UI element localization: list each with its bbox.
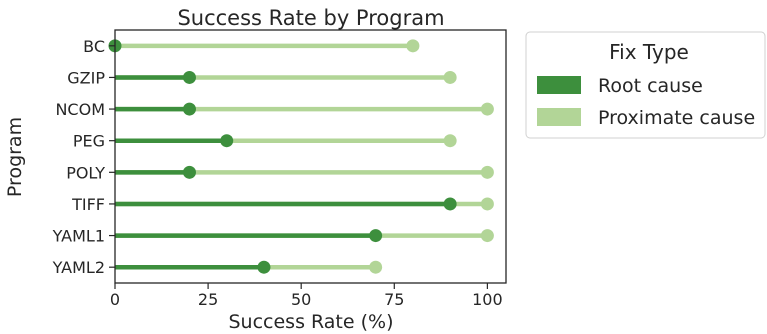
proximate-point-peg [443, 134, 457, 148]
y-axis-label: Program [4, 117, 26, 197]
y-tick-label-gzip: GZIP [67, 68, 105, 87]
plot-frame [114, 29, 507, 284]
proximate-point-gzip [443, 70, 457, 84]
legend-swatch-proximate-cause [537, 108, 581, 126]
proximate-point-ncom [480, 102, 494, 116]
root-point-yaml2 [257, 260, 271, 274]
proximate-point-bc [406, 39, 420, 53]
proximate-point-yaml1 [480, 229, 494, 243]
root-point-yaml1 [369, 229, 383, 243]
legend-label-root-cause: Root cause [598, 75, 703, 97]
x-tick-label-50: 50 [291, 290, 311, 309]
y-tick-label-yaml2: YAML2 [52, 258, 105, 277]
x-tick-label-75: 75 [384, 290, 404, 309]
y-tick-label-poly: POLY [66, 163, 105, 182]
x-axis-label: Success Rate (%) [228, 311, 393, 333]
legend-label-proximate-cause: Proximate cause [598, 107, 755, 129]
proximate-point-tiff [480, 197, 494, 211]
y-tick-label-bc: BC [83, 37, 105, 56]
legend-swatch-root-cause [537, 76, 581, 94]
chart-title: Success Rate by Program [177, 6, 444, 30]
x-tick-label-25: 25 [198, 290, 218, 309]
root-point-peg [220, 134, 234, 148]
root-point-ncom [182, 102, 196, 116]
y-tick-label-yaml1: YAML1 [52, 227, 105, 246]
legend-title: Fix Type [609, 40, 689, 64]
plot-area [108, 39, 494, 274]
root-point-poly [182, 165, 196, 179]
root-point-gzip [182, 70, 196, 84]
x-tick-label-100: 100 [472, 290, 503, 309]
y-tick-label-peg: PEG [73, 132, 105, 151]
x-tick-label-0: 0 [110, 290, 120, 309]
y-tick-label-ncom: NCOM [55, 100, 105, 119]
y-tick-label-tiff: TIFF [71, 195, 105, 214]
legend: Fix Type Root cause Proximate cause [525, 31, 766, 139]
proximate-point-poly [480, 165, 494, 179]
legend-frame [525, 31, 766, 139]
root-point-tiff [443, 197, 457, 211]
proximate-point-yaml2 [369, 260, 383, 274]
